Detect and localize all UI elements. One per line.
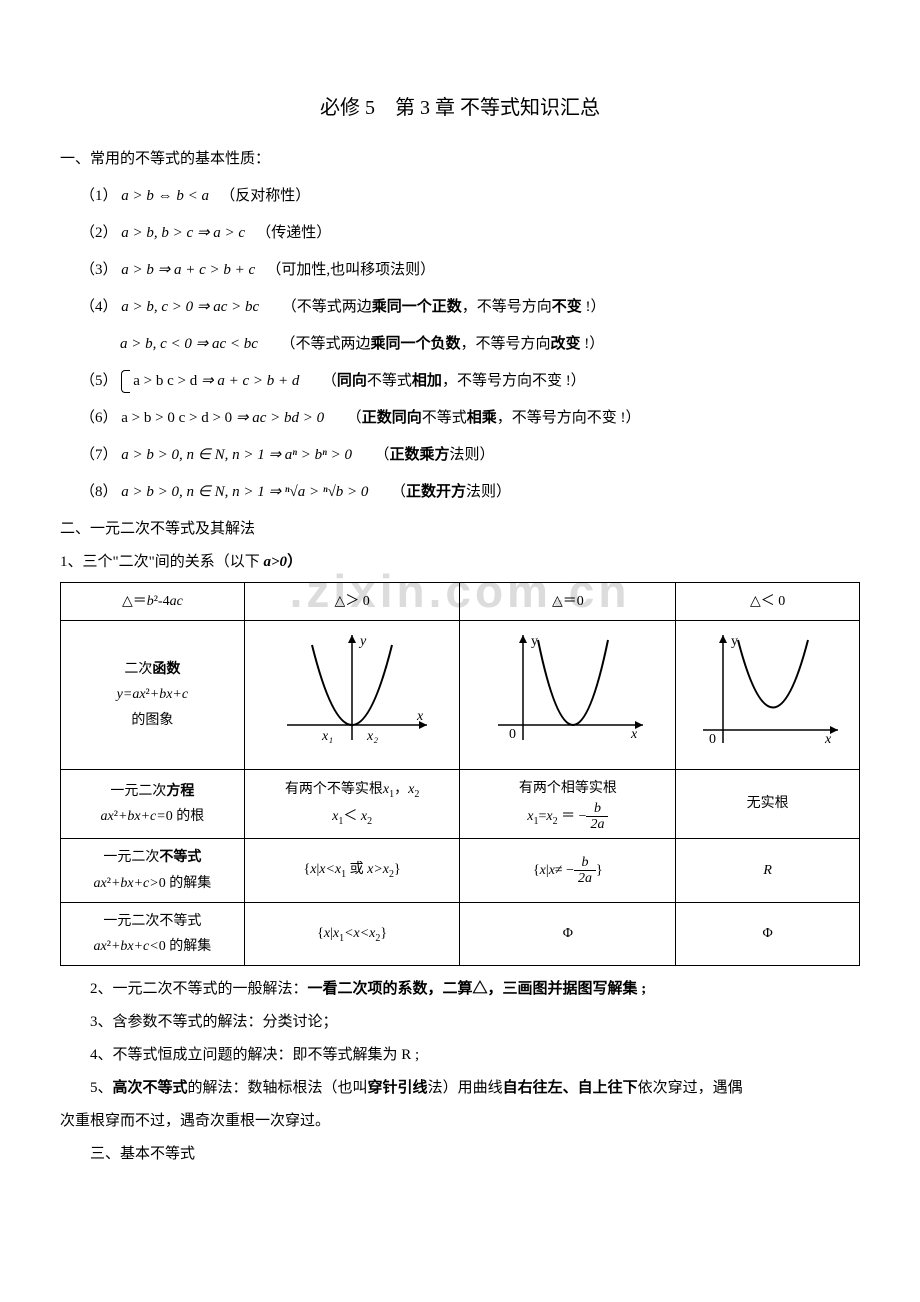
note-5-cont: 次重根穿而不过，遇奇次重根一次穿过。 <box>60 1108 860 1135</box>
cell-ineq-lt-sol3: Φ <box>676 902 860 965</box>
svg-text:x: x <box>630 727 638 742</box>
property-6: （6） a > b > 0 c > d > 0 ⇒ ac > bd > 0 （正… <box>80 405 860 432</box>
cell-delta-gt0: △＞ 0 <box>244 583 460 621</box>
cell-ineq-gt-sol3: R <box>676 839 860 902</box>
graph-two-roots: y x x₁ x₂ <box>244 621 460 769</box>
svg-text:y: y <box>731 634 738 649</box>
page-title: 必修 5 第 3 章 不等式知识汇总 <box>60 90 860 126</box>
cell-ineq-gt-sol2: {x|x≠ −b2a} <box>460 839 676 902</box>
property-2: （2） a > b, b > c ⇒ a > c （传递性） <box>80 220 860 247</box>
property-3: （3） a > b ⇒ a + c > b + c （可加性,也叫移项法则） <box>80 257 860 284</box>
svg-text:0: 0 <box>709 732 716 747</box>
svg-text:y: y <box>358 634 367 649</box>
table-row: △＝b²-4ac △＞ 0 △＝0 △＜ 0 <box>61 583 860 621</box>
note-4: 4、不等式恒成立问题的解决：即不等式解集为 R ; <box>90 1042 860 1069</box>
svg-text:x₂: x₂ <box>366 729 378 744</box>
svg-text:x: x <box>416 709 424 724</box>
property-5: （5） a > b c > d ⇒ a + c > b + d （同向不等式相加… <box>80 368 860 395</box>
table-row: 一元二次不等式 ax²+bx+c>0 的解集 {x|x<x1 或 x>x2} {… <box>61 839 860 902</box>
cell-two-roots: 有两个不等实根x1，x2 x1＜ x2 <box>244 769 460 839</box>
cell-delta-eq0: △＝0 <box>460 583 676 621</box>
cell-discriminant: △＝b²-4ac <box>61 583 245 621</box>
quadratic-table: △＝b²-4ac △＞ 0 △＝0 △＜ 0 二次函数 y=ax²+bx+c 的… <box>60 582 860 966</box>
property-1: （1） a > b ⇔ b < a （反对称性） <box>80 183 860 210</box>
note-3: 3、含参数不等式的解法：分类讨论； <box>90 1009 860 1036</box>
property-4: （4） a > b, c > 0 ⇒ ac > bc （不等式两边乘同一个正数，… <box>80 294 860 321</box>
svg-text:x₁: x₁ <box>321 729 333 744</box>
property-8: （8） a > b > 0, n ∈ N, n > 1 ⇒ ⁿ√a > ⁿ√b … <box>80 479 860 506</box>
svg-text:y: y <box>531 634 538 649</box>
section1-heading: 一、常用的不等式的基本性质： <box>60 146 860 173</box>
cell-ineq-lt-sol1: {x|x1<x<x2} <box>244 902 460 965</box>
table-row: 二次函数 y=ax²+bx+c 的图象 y x x₁ x₂ <box>61 621 860 769</box>
note-5: 5、高次不等式的解法：数轴标根法（也叫穿针引线法）用曲线自右往左、自上往下依次穿… <box>60 1075 860 1102</box>
svg-text:x: x <box>824 732 832 747</box>
cell-ineq-lt-sol2: Φ <box>460 902 676 965</box>
document-content: 必修 5 第 3 章 不等式知识汇总 一、常用的不等式的基本性质： （1） a … <box>60 90 860 1168</box>
svg-text:0: 0 <box>509 727 516 742</box>
cell-delta-lt0: △＜ 0 <box>676 583 860 621</box>
cell-ineq-gt-sol1: {x|x<x1 或 x>x2} <box>244 839 460 902</box>
section2-heading: 二、一元二次不等式及其解法 <box>60 516 860 543</box>
graph-one-root: y 0 x <box>460 621 676 769</box>
cell-no-root: 无实根 <box>676 769 860 839</box>
cell-function-label: 二次函数 y=ax²+bx+c 的图象 <box>61 621 245 769</box>
property-4b: a > b, c < 0 ⇒ ac < bc （不等式两边乘同一个负数，不等号方… <box>120 331 860 358</box>
property-7: （7） a > b > 0, n ∈ N, n > 1 ⇒ aⁿ > bⁿ > … <box>80 442 860 469</box>
cell-equal-roots: 有两个相等实根 x1=x2 ＝ −b2a <box>460 769 676 839</box>
after-table-notes: 2、一元二次不等式的一般解法：一看二次项的系数，二算△，三画图并据图写解集 ; … <box>60 976 860 1168</box>
table-row: 一元二次不等式 ax²+bx+c<0 的解集 {x|x1<x<x2} Φ Φ <box>61 902 860 965</box>
section3-heading: 三、基本不等式 <box>90 1141 860 1168</box>
table-row: 一元二次方程 ax²+bx+c=0 的根 有两个不等实根x1，x2 x1＜ x2… <box>61 769 860 839</box>
section2-subheading: 1、三个"二次"间的关系（以下 a>0） <box>60 549 860 576</box>
graph-no-root: y 0 x <box>676 621 860 769</box>
note-2: 2、一元二次不等式的一般解法：一看二次项的系数，二算△，三画图并据图写解集 ; <box>90 976 860 1003</box>
cell-ineq-gt-label: 一元二次不等式 ax²+bx+c>0 的解集 <box>61 839 245 902</box>
cell-ineq-lt-label: 一元二次不等式 ax²+bx+c<0 的解集 <box>61 902 245 965</box>
cell-equation-label: 一元二次方程 ax²+bx+c=0 的根 <box>61 769 245 839</box>
